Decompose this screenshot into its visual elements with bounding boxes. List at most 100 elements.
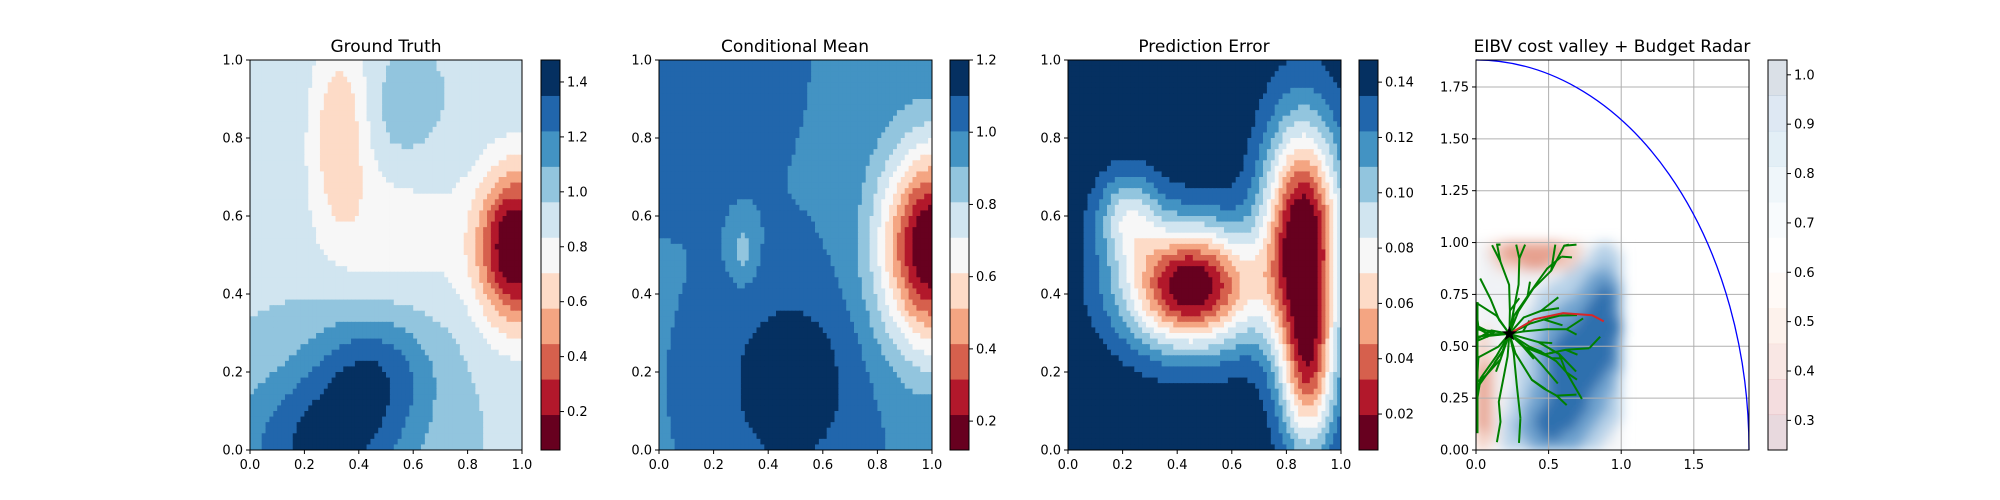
heatmap-ground-truth: [250, 60, 522, 450]
x-tick-label: 1.0: [512, 458, 533, 473]
colorbar-swatch: [1359, 130, 1378, 167]
trajectory-tree: [1476, 243, 1601, 443]
tree-trajectory: [1508, 333, 1522, 419]
y-tick-label: 1.25: [1440, 184, 1469, 199]
colorbar-tick-label: 1.2: [976, 54, 997, 69]
y-tick-label: 0.6: [631, 210, 652, 225]
colorbar-swatch: [1359, 379, 1378, 416]
x-tick-label: 0.4: [758, 458, 779, 473]
colorbar: 0.02 0.04 0.06 0.08 0.10 0.12 0.14: [1358, 59, 1414, 451]
y-tick-label: 1.00: [1440, 236, 1469, 251]
colorbar-tick-label: 0.4: [567, 350, 588, 365]
tree-branch: [1561, 255, 1573, 259]
y-tick-label: 0.0: [1040, 444, 1061, 459]
x-tick-label: 0.4: [348, 458, 369, 473]
tree-trajectory: [1509, 317, 1584, 335]
x-tick-label: 0.6: [812, 458, 833, 473]
colorbar-tick-label: 1.2: [567, 130, 588, 145]
tree-branch: [1588, 336, 1601, 349]
colorbar-swatch: [541, 343, 560, 380]
tree-trajectory: [1508, 255, 1563, 335]
colorbar-swatch: [1768, 308, 1787, 345]
tree-branch: [1486, 330, 1496, 338]
x-axis: 0.0 0.2 0.4 0.6 0.8 1.0: [1058, 450, 1352, 473]
colorbar-frame: [949, 59, 970, 451]
tree-trajectory: [1508, 333, 1577, 397]
colorbar-tick-label: 0.2: [567, 405, 588, 420]
x-tick-label: 0.8: [1276, 458, 1297, 473]
grid: [1476, 60, 1749, 450]
colorbar-swatch: [950, 130, 969, 167]
colorbar-swatch: [541, 379, 560, 416]
y-tick-label: 1.75: [1440, 80, 1469, 95]
colorbar-swatch: [950, 308, 969, 345]
tree-trajectory: [1508, 243, 1577, 335]
colorbar-tick-label: 0.8: [976, 198, 997, 213]
panel-ground-truth: Ground Truth 0.0 0.2 0.4 0.6 0.8 1.0 0.00.20.…: [222, 37, 587, 473]
colorbar-tick-label: 0.8: [1794, 167, 1815, 182]
tree-branch: [1566, 328, 1578, 336]
x-tick-label: 0.8: [457, 458, 478, 473]
colorbar-swatch: [950, 95, 969, 132]
x-tick-label: 1.0: [922, 458, 943, 473]
colorbar-swatch: [950, 201, 969, 238]
tree-branch: [1543, 318, 1563, 327]
colorbar-swatch: [1359, 95, 1378, 132]
heatmap-conditional-mean: [659, 60, 932, 450]
colorbar-swatch: [1768, 166, 1787, 203]
y-tick-label: 0.8: [631, 132, 652, 147]
tree-trajectory: [1476, 333, 1511, 384]
colorbar-tick-label: 1.0: [976, 126, 997, 141]
y-tick-label: 1.0: [1040, 54, 1061, 69]
colorbar-tick-label: 0.12: [1385, 131, 1414, 146]
x-tick-label: 0.2: [703, 458, 724, 473]
panel-conditional-mean: Conditional Mean 0.0 0.2 0.4 0.6 0.8 1.0 0.00…: [631, 37, 996, 473]
axes-frame: [1067, 59, 1342, 451]
tree-branch: [1558, 353, 1568, 373]
x-tick-label: 0.0: [1058, 458, 1079, 473]
budget-ellipse: [1475, 59, 1750, 451]
colorbar-tick-label: 0.14: [1385, 76, 1414, 91]
colorbar-tick-label: 0.7: [1794, 216, 1815, 231]
x-axis: 0.0 0.2 0.4 0.6 0.8 1.0: [649, 450, 943, 473]
x-tick-label: 0.8: [867, 458, 888, 473]
colorbar-swatch: [541, 308, 560, 345]
colorbar-tick-label: 0.6: [976, 270, 997, 285]
tree-branch: [1518, 244, 1527, 259]
x-tick-label: 0.6: [1221, 458, 1242, 473]
x-tick-label: 1.0: [1611, 458, 1632, 473]
tree-branch: [1540, 296, 1559, 312]
y-tick-label: 0.00: [1440, 444, 1469, 459]
y-tick-label: 0.4: [222, 288, 243, 303]
colorbar-swatch: [950, 60, 969, 96]
colorbar-tick-label: 0.10: [1385, 186, 1414, 201]
y-tick-label: 0.6: [1040, 210, 1061, 225]
tree-trajectory: [1476, 304, 1510, 335]
axes-frame: [1475, 59, 1750, 451]
current-location-marker: [1501, 325, 1517, 341]
colorbar-swatch: [541, 237, 560, 274]
colorbar-tick-label: 0.9: [1794, 118, 1815, 133]
x-tick-label: 0.2: [294, 458, 315, 473]
colorbar-frame: [1358, 59, 1379, 451]
colorbar-swatch: [541, 272, 560, 309]
x-tick-label: 1.5: [1683, 458, 1704, 473]
tree-branch: [1526, 281, 1531, 297]
x-tick-label: 1.0: [1331, 458, 1352, 473]
y-tick-label: 0.2: [1040, 366, 1061, 381]
colorbar-swatch: [950, 379, 969, 416]
colorbar-tick-label: 1.4: [567, 75, 588, 90]
colorbar-swatch: [1768, 237, 1787, 274]
panel-title: Prediction Error: [1138, 37, 1269, 57]
colorbar: 0.2 0.4 0.6 0.8 1.0 1.2 1.4: [540, 59, 588, 451]
y-tick-label: 1.50: [1440, 132, 1469, 147]
colorbar-swatch: [541, 130, 560, 167]
x-tick-label: 0.6: [403, 458, 424, 473]
colorbar-swatch: [541, 166, 560, 203]
colorbar: 0.3 0.4 0.5 0.6 0.7 0.8 0.9 1.0: [1767, 59, 1815, 451]
colorbar-tick-label: 0.06: [1385, 297, 1414, 312]
colorbar-swatch: [950, 272, 969, 309]
y-tick-label: 0.4: [631, 288, 652, 303]
colorbar-swatch: [1359, 166, 1378, 203]
